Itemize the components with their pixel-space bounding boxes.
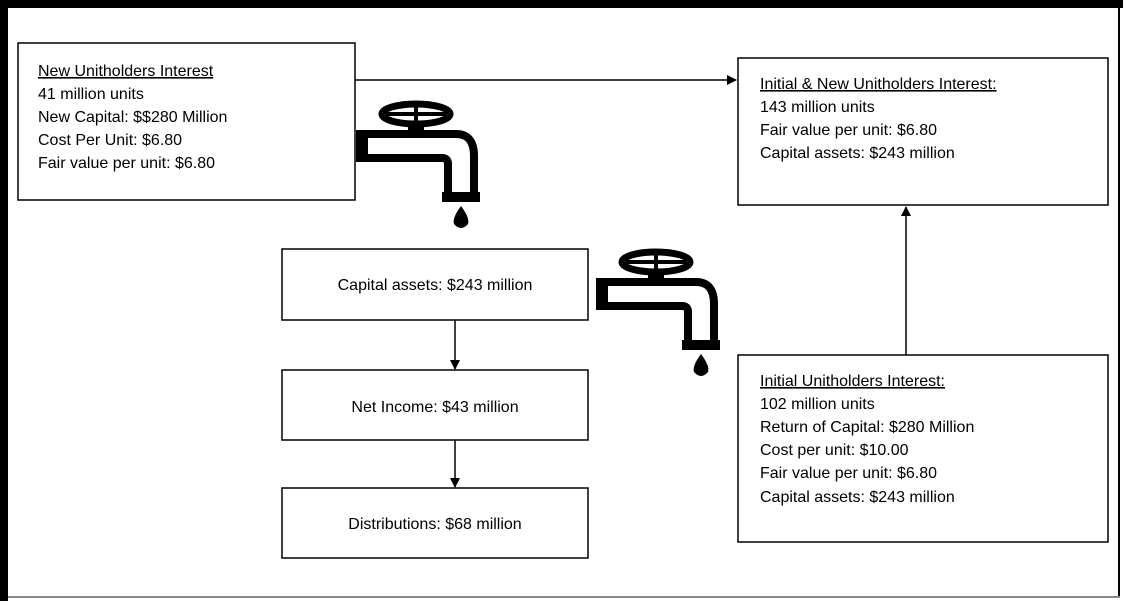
- node-line: 102 million units: [760, 396, 875, 413]
- node-line: Cost per unit: $10.00: [760, 442, 909, 459]
- node-line: Fair value per unit: $6.80: [760, 122, 937, 139]
- node: Net Income: $43 million: [281, 369, 589, 441]
- node-line: New Capital: $$280 Million: [38, 109, 227, 126]
- node-line: Capital assets: $243 million: [760, 145, 955, 162]
- node-label: Distributions: $68 million: [348, 516, 521, 533]
- node-label: Net Income: $43 million: [351, 399, 518, 416]
- node: Distributions: $68 million: [281, 487, 589, 559]
- node-title: Initial Unitholders Interest:: [760, 373, 945, 390]
- node-line: Capital assets: $243 million: [760, 489, 955, 506]
- node: New Unitholders Interest 41 million unit…: [17, 42, 356, 201]
- node-line: 143 million units: [760, 99, 875, 116]
- node: Initial & New Unitholders Interest: 143 …: [737, 57, 1109, 206]
- node-title: Initial & New Unitholders Interest:: [760, 76, 997, 93]
- node: Initial Unitholders Interest: 102 millio…: [737, 354, 1109, 543]
- node-line: Cost Per Unit: $6.80: [38, 132, 182, 149]
- node-line: Fair value per unit: $6.80: [38, 155, 215, 172]
- node-title: New Unitholders Interest: [38, 63, 214, 80]
- node-line: Fair value per unit: $6.80: [760, 465, 937, 482]
- node-line: 41 million units: [38, 86, 144, 103]
- node: Capital assets: $243 million: [281, 248, 589, 321]
- node-label: Capital assets: $243 million: [338, 277, 533, 294]
- node-line: Return of Capital: $280 Million: [760, 419, 974, 436]
